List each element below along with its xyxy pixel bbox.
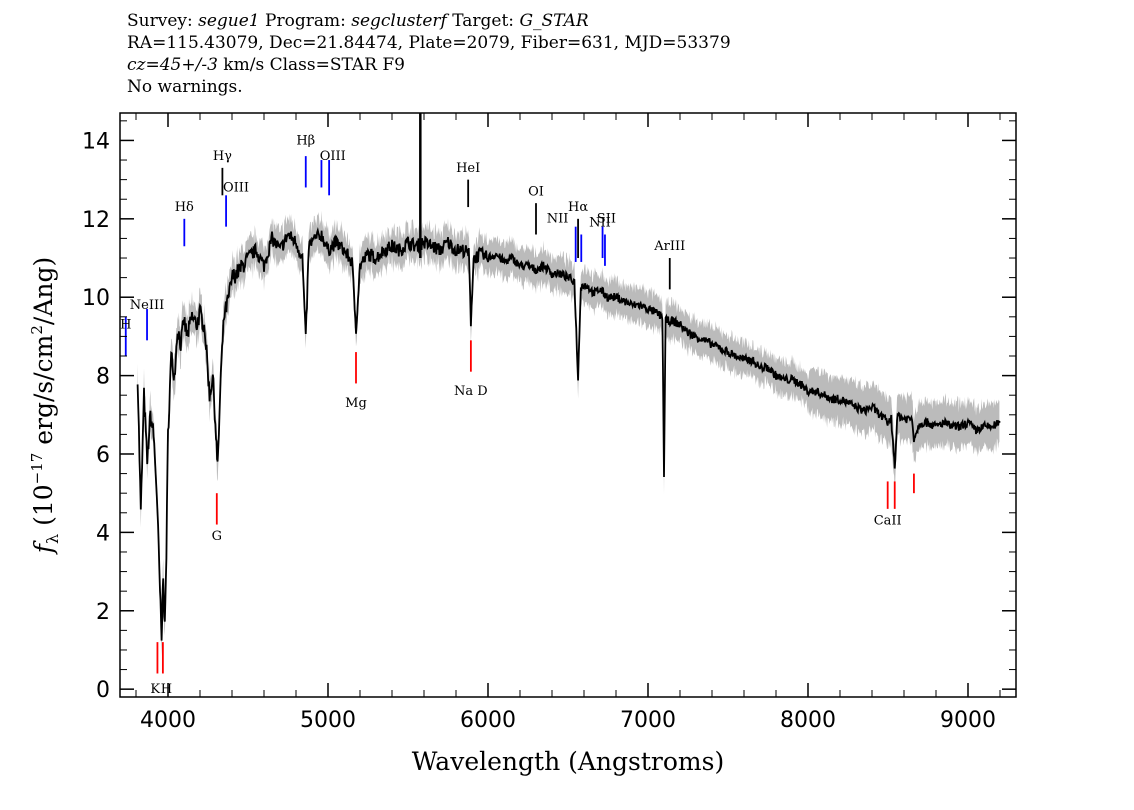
line-label-NII: NII	[589, 216, 611, 231]
y-tick-label: 12	[82, 208, 110, 233]
ylabel-mid: erg/s/cm	[29, 334, 58, 452]
y-tick-label: 14	[82, 129, 110, 154]
line-label-Hγ: Hγ	[213, 149, 232, 164]
header-warnings-line: No warnings.	[127, 77, 243, 97]
ylabel-exp2: 2	[28, 325, 46, 335]
line-label-H: H	[161, 682, 172, 697]
line-label-OIII: OIII	[320, 149, 346, 164]
x-tick-label: 7000	[620, 708, 676, 733]
header-line1-part: G_STAR	[519, 11, 589, 31]
ylabel-f: f	[29, 540, 58, 555]
line-label-H: H	[120, 318, 131, 333]
line-label-Hα: Hα	[568, 200, 588, 215]
x-tick-label: 6000	[460, 708, 516, 733]
axis-ticks: 4000 5000 6000 7000 8000 9000 0 2 4 6 8 10 12 14	[82, 113, 1016, 733]
x-axis-title: Wavelength (Angstroms)	[412, 747, 724, 776]
header-redshift-line: cz=45+/-3 km/s Class=STAR F9	[127, 54, 731, 76]
x-tick-label: 4000	[140, 708, 196, 733]
line-label-NII: NII	[547, 212, 569, 227]
line-markers: HNeIIIHδHγOIIIHβOIIIHeIOINIIHαNIISIIArII…	[120, 133, 915, 697]
line-label-ArIII: ArIII	[653, 239, 685, 254]
line-label-OIII: OIII	[223, 180, 249, 195]
spectrum-series	[136, 113, 1001, 641]
ylabel-pre: (10	[29, 484, 58, 534]
line-label-Na-D: Na D	[454, 384, 488, 399]
line-label-K: K	[150, 682, 160, 697]
ylabel-exp1: −17	[28, 453, 46, 485]
header-coordinates-line: RA=115.43079, Dec=21.84474, Plate=2079, …	[127, 33, 731, 53]
header-line1-part: Survey:	[127, 11, 199, 31]
x-tick-label: 8000	[780, 708, 836, 733]
y-axis-title: fλ (10−17 erg/s/cm2/Ang)	[28, 257, 62, 556]
ylabel-post: /Ang)	[29, 257, 58, 325]
header-line3-part: km/s Class=STAR F9	[217, 55, 405, 75]
line-label-G: G	[212, 529, 222, 544]
line-label-Hβ: Hβ	[296, 133, 315, 148]
plot-frame	[119, 112, 1017, 698]
header-line1-part: Program:	[259, 11, 352, 31]
line-label-NeIII: NeIII	[130, 298, 164, 313]
header-line3-part: cz=45+/-3	[127, 55, 218, 75]
y-tick-label: 6	[96, 443, 110, 468]
y-tick-label: 0	[96, 678, 110, 703]
spectrum-header: Survey: segue1 Program: segclusterf Targ…	[127, 10, 731, 98]
y-tick-label: 10	[82, 286, 110, 311]
y-tick-label: 4	[96, 521, 110, 546]
line-label-CaII: CaII	[874, 514, 902, 529]
ylabel-lambda: λ	[43, 534, 62, 544]
line-label-Mg: Mg	[345, 396, 367, 411]
line-label-OI: OI	[528, 184, 544, 199]
line-label-HeI: HeI	[456, 161, 480, 176]
header-line1-part: segclusterf	[351, 11, 447, 31]
x-tick-label: 5000	[300, 708, 356, 733]
header-line1-part: segue1	[198, 11, 260, 31]
line-label-Hδ: Hδ	[175, 200, 194, 215]
x-tick-label: 9000	[940, 708, 996, 733]
y-tick-label: 8	[96, 365, 110, 390]
line-label-SII: SII	[597, 212, 616, 227]
y-tick-label: 2	[96, 600, 110, 625]
header-line1-part: Target:	[446, 11, 520, 31]
header-survey-line: Survey: segue1 Program: segclusterf Targ…	[127, 10, 731, 32]
spectrum-line	[136, 226, 1001, 641]
